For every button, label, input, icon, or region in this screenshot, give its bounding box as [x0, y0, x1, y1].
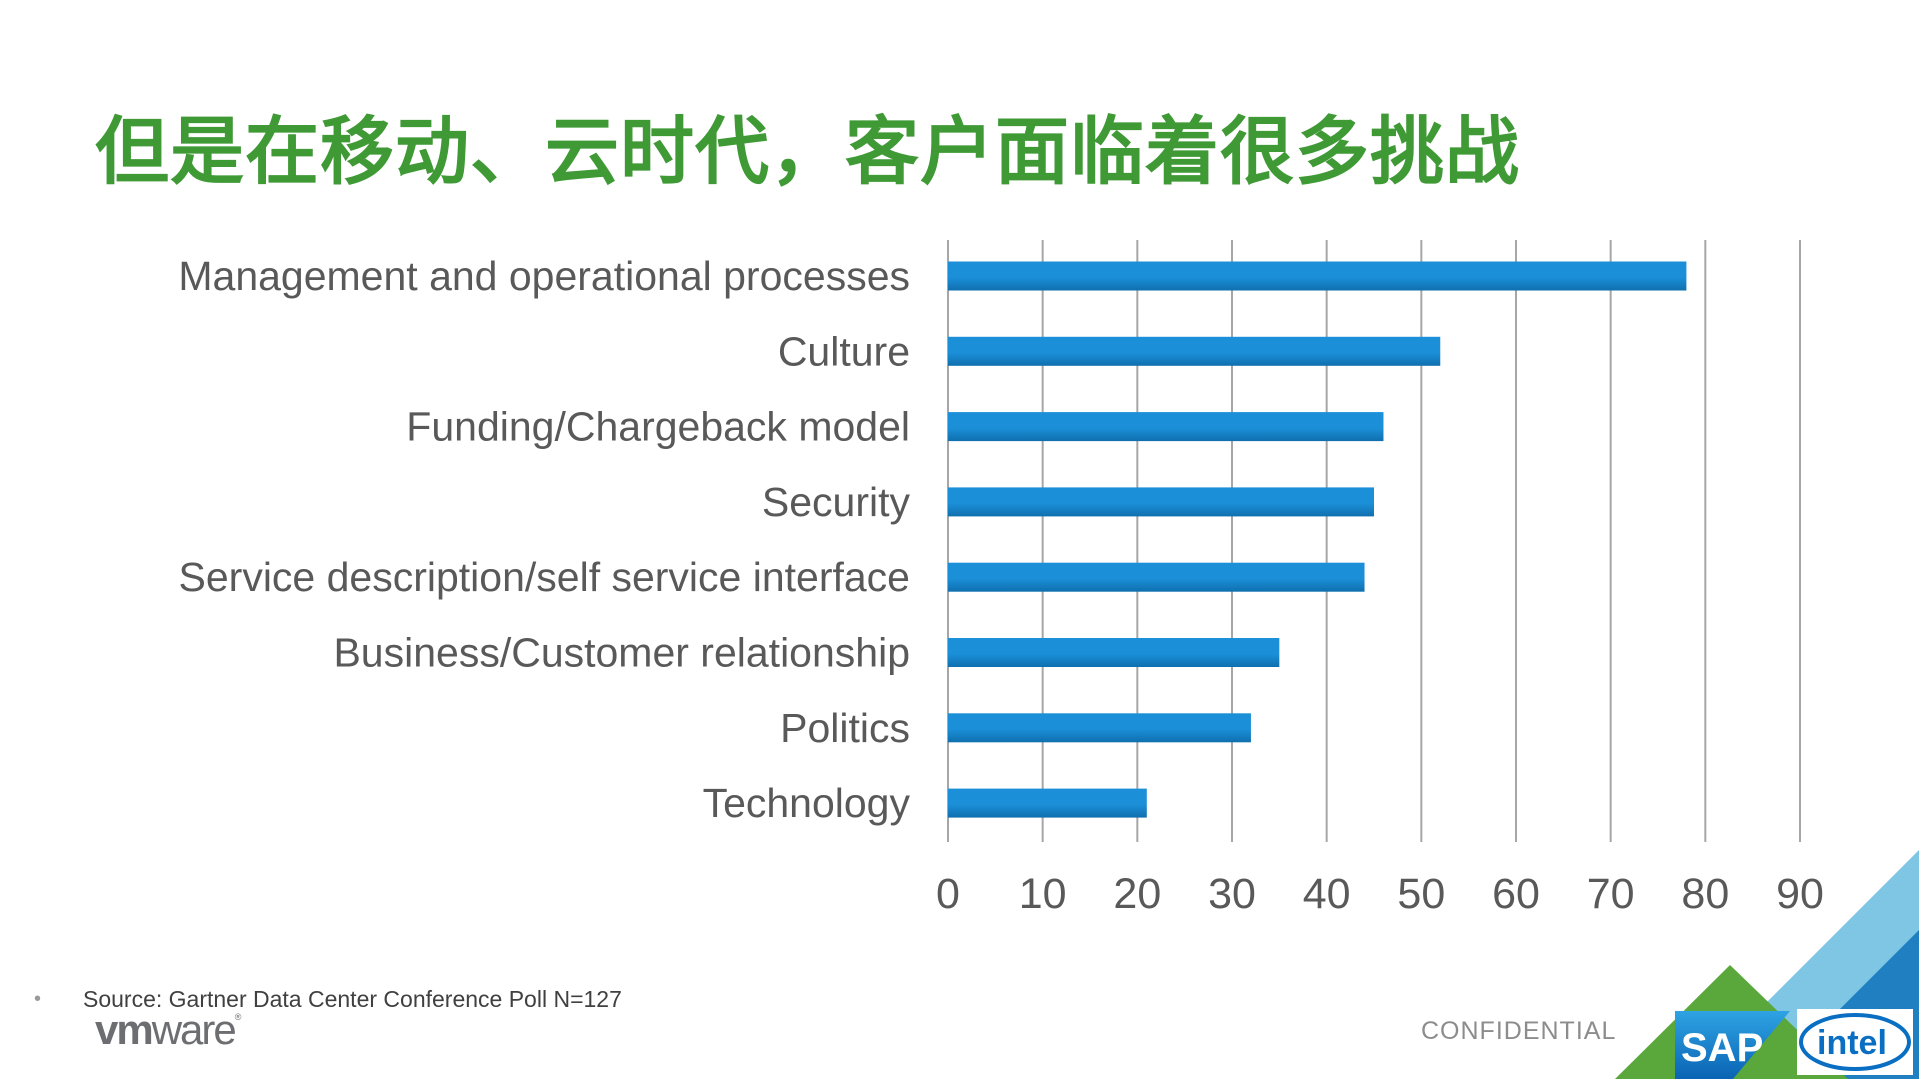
- bar-4: [948, 562, 1365, 592]
- category-label-0: Management and operational processes: [178, 253, 910, 299]
- sap-logo: SAP: [1675, 1011, 1790, 1079]
- vmware-logo-bold: vm: [95, 1006, 154, 1053]
- chart-bars: [948, 261, 1687, 818]
- chart-gridlines: [947, 240, 1801, 842]
- vmware-logo-mark: ®: [234, 1012, 242, 1022]
- bar-7: [948, 788, 1147, 818]
- x-tick-label-70: 70: [1587, 870, 1635, 918]
- bar-1: [948, 336, 1441, 366]
- x-tick-label-40: 40: [1303, 870, 1351, 918]
- x-tick-label-20: 20: [1113, 870, 1161, 918]
- bar-5: [948, 638, 1280, 667]
- x-tick-label-60: 60: [1492, 870, 1540, 918]
- category-label-5: Business/Customer relationship: [333, 630, 910, 676]
- bar-3: [948, 487, 1374, 517]
- category-label-6: Politics: [780, 705, 910, 751]
- vmware-logo-light: ware: [151, 1006, 237, 1053]
- category-label-4: Service description/self service interfa…: [179, 554, 910, 600]
- source-bullet: •: [34, 988, 42, 1010]
- bar-6: [948, 713, 1251, 743]
- intel-logo-bg: [1797, 1009, 1913, 1075]
- x-tick-label-50: 50: [1397, 870, 1445, 918]
- intel-logo: intel: [1797, 1009, 1913, 1075]
- bar-2: [948, 412, 1384, 442]
- intel-logo-swoosh: [1799, 1013, 1911, 1071]
- x-tick-label-30: 30: [1208, 870, 1256, 918]
- confidential-label: CONFIDENTIAL: [1421, 1017, 1617, 1045]
- x-tick-label-90: 90: [1776, 870, 1824, 918]
- intel-logo-text: intel: [1817, 1024, 1887, 1062]
- category-label-7: Technology: [703, 780, 911, 826]
- slide-title: 但是在移动、云时代，客户面临着很多挑战: [95, 109, 1520, 195]
- source-note: Source: Gartner Data Center Conference P…: [83, 986, 622, 1012]
- category-label-3: Security: [762, 479, 911, 525]
- vmware-logo: vmware®: [95, 1006, 241, 1054]
- category-label-2: Funding/Chargeback model: [406, 404, 910, 450]
- category-label-1: Culture: [778, 328, 910, 374]
- x-tick-label-0: 0: [936, 870, 960, 918]
- chart-category-labels: Management and operational processes Cult…: [178, 253, 910, 826]
- x-tick-label-10: 10: [1019, 870, 1067, 918]
- sap-logo-shape: [1675, 1011, 1790, 1079]
- sap-logo-text: SAP: [1681, 1026, 1763, 1070]
- x-tick-label-80: 80: [1681, 870, 1729, 918]
- bar-0: [948, 261, 1687, 291]
- chart-tick-labels: 0 10 20 30 40 50 60 70 80 90: [936, 870, 1824, 918]
